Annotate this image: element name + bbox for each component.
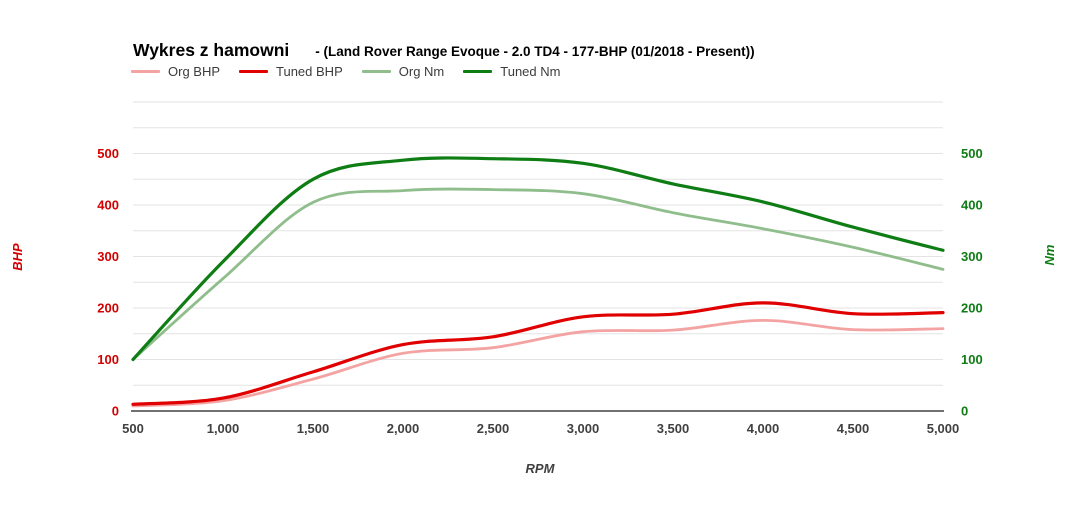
x-axis-tick: 3,000: [567, 421, 600, 436]
legend-item-org-nm: Org Nm: [361, 64, 445, 79]
legend-swatch-org-nm: [361, 70, 391, 73]
legend-item-org-bhp: Org BHP: [131, 64, 220, 79]
series-line-org-nm: [131, 187, 945, 361]
y-axis-tick-right: 400: [961, 198, 983, 213]
y-axis-tick-right: 300: [961, 249, 983, 264]
y-axis-title-right: Nm: [1042, 244, 1057, 265]
y-axis-tick-left: 500: [97, 146, 119, 161]
legend-swatch-tuned-bhp: [239, 70, 269, 73]
legend-label-org-bhp: Org BHP: [168, 64, 221, 79]
x-axis-tick: 4,500: [837, 421, 870, 436]
y-axis-tick-right: 500: [961, 146, 983, 161]
chart-header: Wykres z hamowni - (Land Rover Range Evo…: [133, 40, 755, 61]
x-axis-tick: 1,500: [297, 421, 330, 436]
legend-swatch-org-bhp: [131, 70, 160, 73]
legend-label-org-nm: Org Nm: [398, 64, 445, 79]
series-line-org-bhp: [131, 318, 945, 408]
y-axis-tick-right: 0: [961, 404, 968, 419]
legend-label-tuned-nm: Tuned Nm: [500, 64, 561, 79]
legend-swatch-tuned-nm: [463, 70, 493, 73]
x-axis-tick: 500: [122, 421, 144, 436]
y-axis-tick-left: 100: [97, 352, 119, 367]
x-axis-tick: 4,000: [747, 421, 780, 436]
y-axis-tick-right: 200: [961, 301, 983, 316]
x-axis-tick: 1,000: [207, 421, 240, 436]
y-axis-tick-left: 0: [112, 404, 119, 419]
x-axis-tick: 2,000: [387, 421, 420, 436]
y-axis-tick-left: 400: [97, 198, 119, 213]
x-axis-tick: 2,500: [477, 421, 510, 436]
y-axis-tick-left: 300: [97, 249, 119, 264]
legend: Org BHP Tuned BHP Org Nm Tuned Nm: [131, 64, 560, 79]
x-axis-title: RPM: [526, 461, 556, 476]
x-axis-tick: 3,500: [657, 421, 690, 436]
legend-label-tuned-bhp: Tuned BHP: [276, 64, 343, 79]
chart-subtitle: - (Land Rover Range Evoque - 2.0 TD4 - 1…: [315, 44, 755, 59]
x-axis-tick: 5,000: [927, 421, 960, 436]
chart-generated-layer: 0 0 100 100 200 200 300 300 400 400 500 500 500 1,000…: [97, 101, 983, 436]
legend-item-tuned-bhp: Tuned BHP: [239, 64, 343, 79]
chart-title: Wykres z hamowni: [133, 40, 290, 60]
y-axis-tick-left: 200: [97, 301, 119, 316]
y-axis-tick-right: 100: [961, 352, 983, 367]
legend-item-tuned-nm: Tuned Nm: [463, 64, 560, 79]
series-line-tuned-bhp: [131, 301, 945, 406]
series-line-tuned-nm: [131, 156, 945, 362]
y-axis-title-left: BHP: [10, 243, 25, 271]
